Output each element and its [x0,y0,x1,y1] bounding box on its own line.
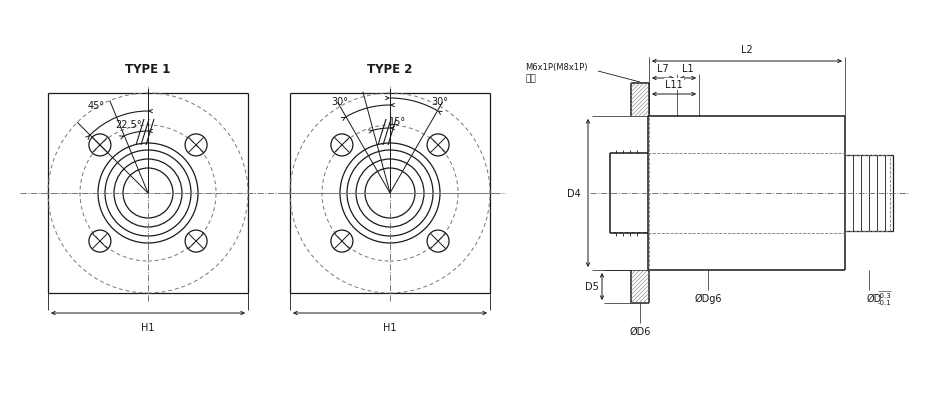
Text: M6x1P(M8x1P): M6x1P(M8x1P) [525,63,587,72]
Text: -0.3: -0.3 [878,292,892,298]
Text: 22.5°: 22.5° [115,120,142,130]
Text: TYPE 1: TYPE 1 [125,63,171,76]
Text: D5: D5 [585,282,599,292]
Text: 30°: 30° [332,97,349,107]
Text: ØD: ØD [867,293,883,303]
Text: 油孔: 油孔 [525,74,536,83]
Text: L7: L7 [657,64,669,74]
Text: 15°: 15° [390,117,406,127]
Text: -0.1: -0.1 [878,299,892,305]
Text: TYPE 2: TYPE 2 [367,63,413,76]
Text: H1: H1 [383,322,397,332]
Text: 30°: 30° [432,97,448,107]
Text: L2: L2 [741,45,753,55]
Text: L11: L11 [665,80,683,90]
Text: ØD6: ØD6 [629,326,651,336]
Text: L1: L1 [682,64,693,74]
Text: H1: H1 [142,322,155,332]
Text: 45°: 45° [88,101,104,111]
Text: D4: D4 [568,188,581,198]
Text: ØDg6: ØDg6 [694,293,721,304]
